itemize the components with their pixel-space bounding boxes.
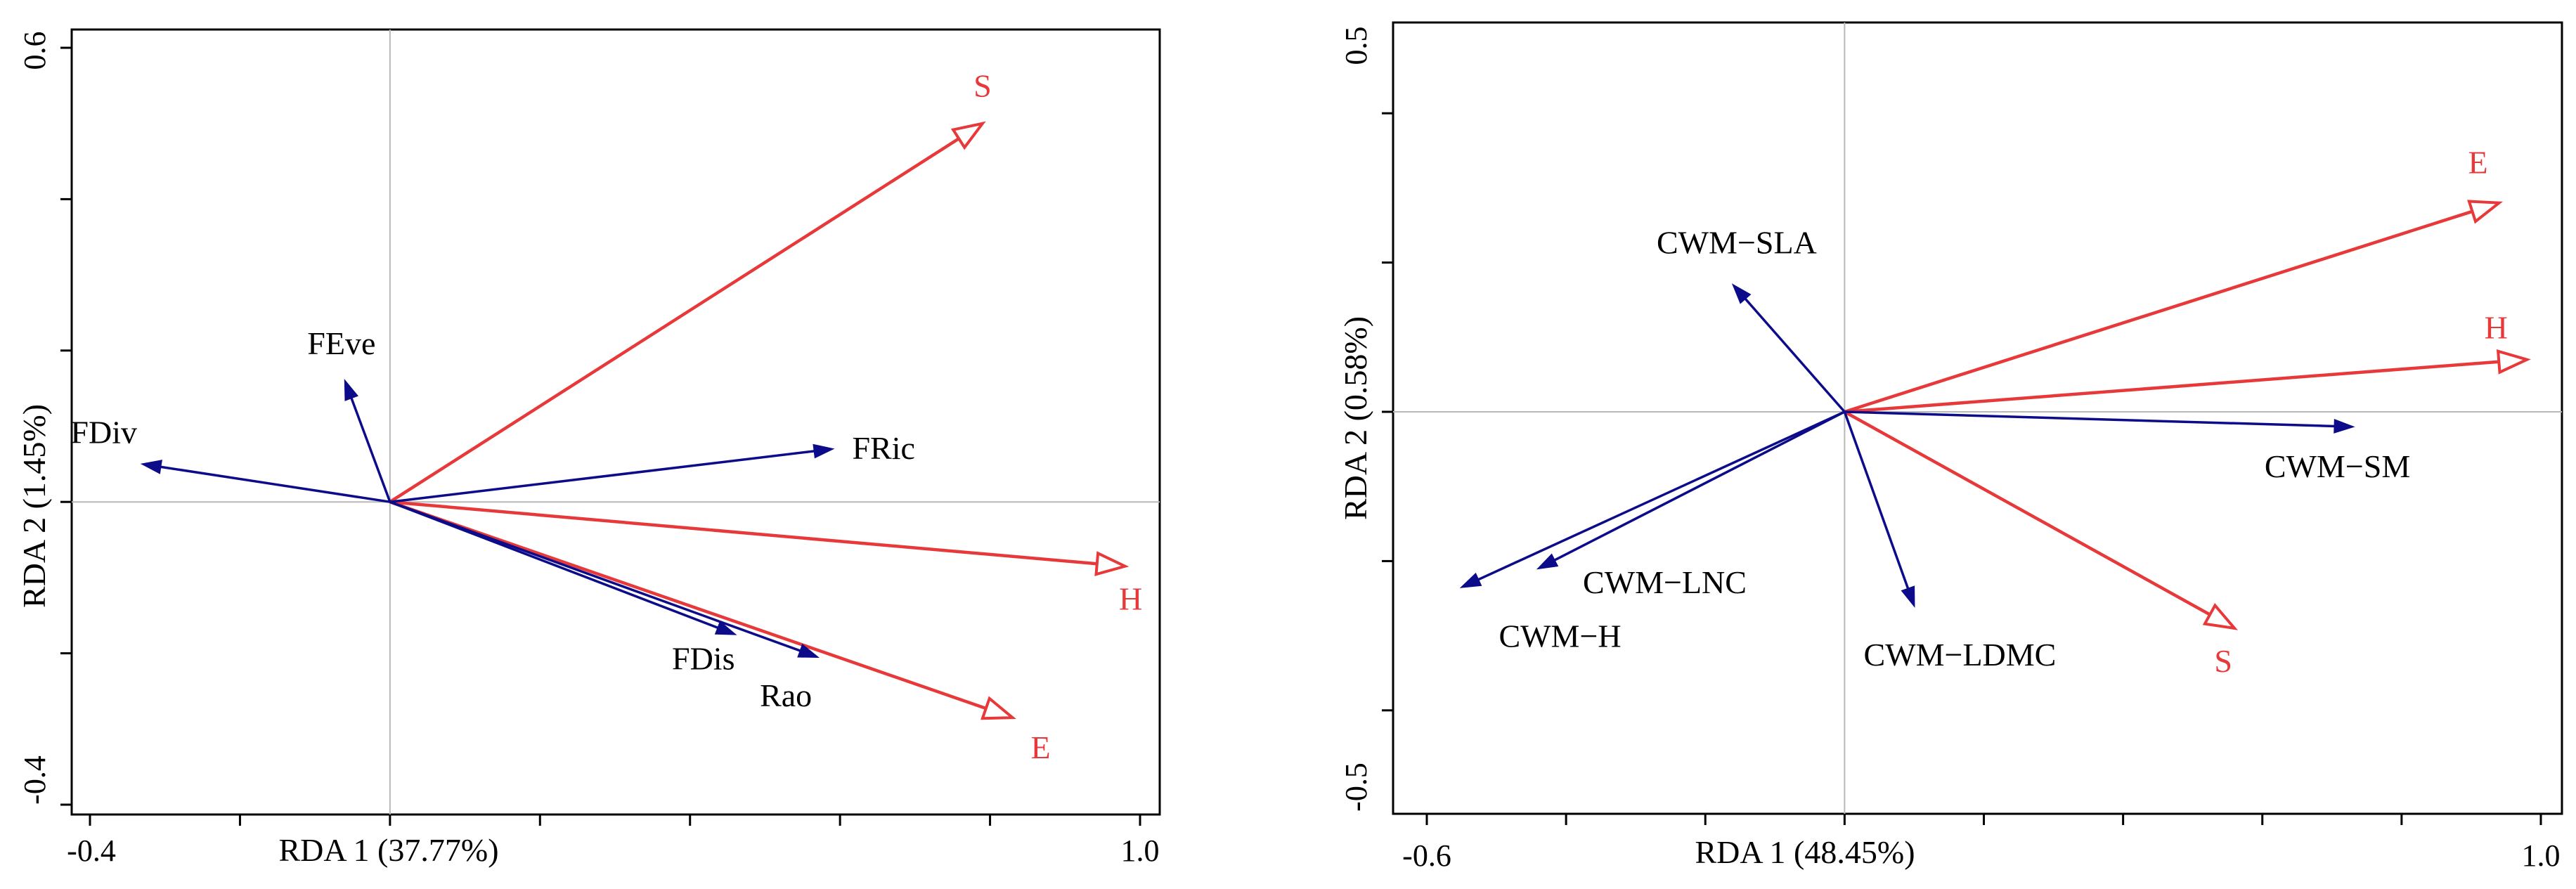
right-arrows: E H S CWM−SLA CWM−SM CWM−LNC CWM−H CWM−LDMC bbox=[1459, 145, 2531, 679]
left-y-tick-max: 0.6 bbox=[18, 32, 52, 70]
left-biplot-panel: S H E FEve FDiv FRic FDis Rao -0.4 1.0 RDA 1 (3… bbox=[16, 28, 1161, 868]
arrow-rao: Rao bbox=[389, 500, 820, 713]
left-y-axis-label: RDA 2 (1.45%) bbox=[16, 404, 52, 608]
arrow-h: H bbox=[389, 500, 1142, 617]
left-axis-ticks bbox=[60, 46, 1141, 826]
right-biplot-panel: E H S CWM−SLA CWM−SM CWM−LNC CWM−H CWM−LDMC -0.… bbox=[1338, 21, 2563, 873]
arrow-label: FEve bbox=[307, 325, 375, 361]
left-y-tick-min: -0.4 bbox=[18, 755, 52, 805]
arrow-h: H bbox=[1844, 310, 2531, 414]
arrow-label: S bbox=[2214, 643, 2232, 679]
right-y-tick-max: 0.5 bbox=[1339, 27, 1373, 65]
right-axis-ticks bbox=[1382, 112, 2542, 825]
arrow-fdiv: FDiv bbox=[70, 414, 391, 503]
right-y-tick-min: -0.5 bbox=[1339, 763, 1373, 812]
arrow-label: E bbox=[2468, 145, 2488, 181]
arrow-label: E bbox=[1031, 729, 1051, 765]
left-x-tick-min: -0.4 bbox=[67, 833, 116, 868]
arrow-label: S bbox=[973, 68, 992, 104]
left-plot-frame bbox=[70, 28, 1161, 816]
arrow-label: FDiv bbox=[70, 414, 137, 450]
arrow-cwmldmc: CWM−LDMC bbox=[1843, 411, 2057, 673]
left-origin-lines bbox=[72, 30, 1160, 815]
arrow-label: CWM−LNC bbox=[1583, 564, 1747, 600]
arrow-label: H bbox=[1119, 581, 1142, 617]
arrow-e: E bbox=[1844, 145, 2503, 414]
arrow-e: E bbox=[389, 500, 1051, 765]
arrow-label: CWM−LDMC bbox=[1864, 637, 2057, 673]
arrow-label: CWM−SM bbox=[2265, 448, 2410, 484]
arrow-label: Rao bbox=[760, 677, 812, 713]
left-x-axis-label: RDA 1 (37.77%) bbox=[278, 832, 498, 868]
right-plot-frame bbox=[1392, 21, 2563, 815]
right-x-axis-label: RDA 1 (48.45%) bbox=[1695, 834, 1915, 870]
arrow-fric: FRic bbox=[389, 430, 915, 503]
left-x-tick-max: 1.0 bbox=[1121, 833, 1160, 868]
right-y-axis-label: RDA 2 (0.58%) bbox=[1338, 316, 1373, 520]
arrow-cwmh: CWM−H bbox=[1459, 410, 1846, 654]
arrow-s: S bbox=[1844, 410, 2239, 679]
arrow-label: CWM−SLA bbox=[1657, 224, 1817, 260]
right-x-tick-min: -0.6 bbox=[1402, 838, 1451, 873]
arrow-label: FRic bbox=[852, 430, 914, 466]
arrow-cwmsm: CWM−SM bbox=[1844, 410, 2410, 484]
arrow-feve: FEve bbox=[307, 325, 391, 502]
arrow-label: CWM−H bbox=[1499, 618, 1621, 654]
arrow-label: FDis bbox=[672, 641, 734, 677]
arrow-s: S bbox=[389, 68, 992, 504]
right-x-tick-max: 1.0 bbox=[2522, 838, 2561, 873]
right-origin-lines bbox=[1393, 22, 2562, 814]
arrow-cwmsla: CWM−SLA bbox=[1657, 224, 1846, 413]
arrow-label: H bbox=[2485, 310, 2508, 346]
arrow-cwmlnc: CWM−LNC bbox=[1536, 410, 1846, 600]
left-arrows: S H E FEve FDiv FRic FDis Rao bbox=[70, 68, 1142, 765]
